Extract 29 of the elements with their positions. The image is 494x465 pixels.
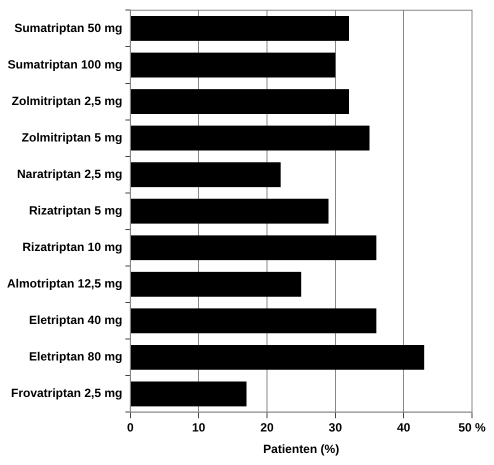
- x-tick-label: 30: [328, 420, 342, 435]
- bar: [130, 198, 329, 224]
- bar: [130, 344, 424, 370]
- y-tick-label: Zolmitriptan 2,5 mg: [12, 94, 122, 108]
- bar: [130, 89, 350, 114]
- y-tick-label: Rizatriptan 5 mg: [28, 204, 122, 218]
- bar: [130, 235, 376, 260]
- x-tick-label: 40: [396, 420, 411, 435]
- y-tick-label: Naratriptan 2,5 mg: [16, 166, 122, 181]
- x-tick-label: 10: [192, 420, 206, 435]
- bar: [130, 162, 281, 188]
- bar: [130, 126, 370, 151]
- y-tick-label: Sumatriptan 50 mg: [14, 20, 122, 35]
- x-axis-title: Patienten (%): [263, 442, 340, 456]
- y-tick-label: Zolmitriptan 5 mg: [22, 130, 122, 144]
- bar: [130, 382, 247, 406]
- bar: [130, 52, 336, 78]
- y-tick-label: Sumatriptan 100 mg: [8, 57, 122, 72]
- y-tick-label: Rizatriptan 10 mg: [22, 240, 122, 254]
- y-tick-label: Eletriptan 80 mg: [28, 350, 122, 364]
- bar: [130, 16, 350, 41]
- x-tick-label: 50 %: [458, 420, 486, 435]
- y-tick-label: Almotriptan 12,5 mg: [6, 276, 122, 291]
- bar: [130, 272, 302, 297]
- y-tick-label: Eletriptan 40 mg: [28, 313, 122, 328]
- x-tick-label: 20: [260, 420, 274, 435]
- x-tick-label: 0: [127, 420, 134, 435]
- bar: [130, 308, 376, 334]
- y-tick-label: Frovatriptan 2,5 mg: [10, 386, 122, 400]
